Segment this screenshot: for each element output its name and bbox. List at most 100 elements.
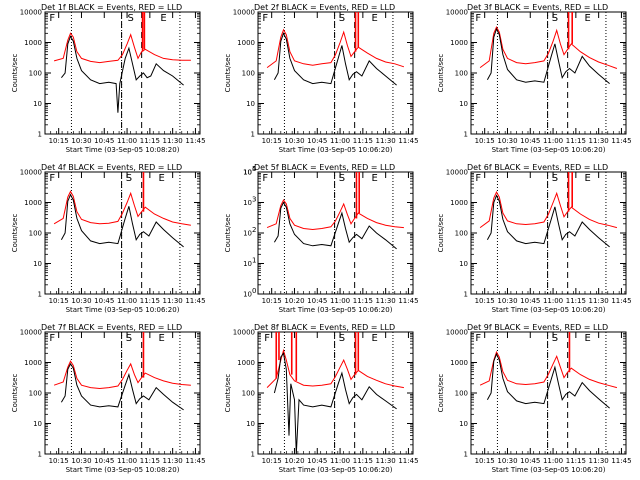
x-tick-label: 11:15 bbox=[566, 297, 586, 305]
panel-title: Det 3f BLACK = Events, RED = LLD bbox=[467, 3, 608, 12]
events-series-line bbox=[273, 201, 397, 250]
x-tick-label: 11:30 bbox=[163, 297, 183, 305]
y-axis-label: Counts/sec bbox=[437, 214, 445, 253]
x-tick-label: 11:45 bbox=[611, 297, 631, 305]
x-tick-label: 11:30 bbox=[163, 137, 183, 145]
y-tick-label: 1 bbox=[251, 131, 255, 139]
y-axis-label: Counts/sec bbox=[11, 374, 19, 413]
y-tick-label: 10000 bbox=[20, 169, 42, 177]
flag-marker-f: F bbox=[49, 173, 55, 184]
events-series-line bbox=[486, 27, 610, 84]
x-tick-label: 11:15 bbox=[566, 137, 586, 145]
x-tick-label: 11:30 bbox=[376, 457, 396, 465]
y-tick-exponent: 1 bbox=[252, 257, 256, 265]
flag-marker-f: F bbox=[262, 173, 268, 184]
y-axis-label: Counts/sec bbox=[224, 374, 232, 413]
x-tick-label: 11:15 bbox=[353, 297, 373, 305]
y-tick-label: 10000 bbox=[446, 169, 468, 177]
flag-marker-s: S bbox=[128, 13, 134, 24]
plot-frame bbox=[470, 331, 627, 455]
y-tick-exponent: 0 bbox=[252, 287, 256, 295]
x-tick-label: 10:45 bbox=[94, 297, 114, 305]
x-tick-label: 10:15 bbox=[49, 137, 69, 145]
flag-marker-f: F bbox=[49, 13, 55, 24]
x-tick-label: 11:15 bbox=[566, 457, 586, 465]
flag-marker-f: F bbox=[49, 333, 55, 344]
y-tick-label: 10 bbox=[243, 169, 252, 177]
y-tick-label: 10 bbox=[243, 199, 252, 207]
flag-marker-s: S bbox=[552, 173, 558, 184]
y-tick-exponent: 4 bbox=[252, 165, 257, 173]
x-tick-label: 10:30 bbox=[71, 137, 91, 145]
x-axis-label: Start Time (03-Sep-05 10:06:20) bbox=[279, 146, 393, 154]
flag-marker-f: F bbox=[264, 333, 270, 344]
panel-title: Det 5f BLACK = Events, RED = LLD bbox=[254, 163, 395, 172]
x-tick-label: 10:30 bbox=[284, 137, 304, 145]
events-series-line bbox=[60, 362, 184, 411]
x-tick-label: 10:15 bbox=[475, 297, 495, 305]
events-series-line bbox=[61, 35, 184, 113]
x-tick-label: 11:30 bbox=[589, 297, 609, 305]
x-tick-label: 11:00 bbox=[117, 137, 137, 145]
x-tick-label: 10:15 bbox=[49, 457, 69, 465]
x-tick-label: 10:20 bbox=[284, 457, 304, 465]
flag-marker-e: E bbox=[160, 13, 166, 24]
x-axis-label: Start Time (03-Sep-05 10:06:20) bbox=[279, 466, 393, 474]
flag-marker-s: S bbox=[339, 13, 345, 24]
y-tick-label: 10000 bbox=[20, 9, 42, 17]
x-tick-label: 11:15 bbox=[140, 137, 160, 145]
x-tick-label: 11:30 bbox=[589, 137, 609, 145]
x-axis-label: Start Time (03-Sep-05 10:06:20) bbox=[492, 146, 606, 154]
lld-series-line bbox=[53, 190, 191, 226]
flag-marker-e: E bbox=[372, 333, 378, 344]
y-tick-label: 100 bbox=[242, 390, 255, 398]
y-tick-label: 10000 bbox=[20, 329, 42, 337]
flag-marker-s: S bbox=[126, 173, 132, 184]
x-tick-label: 11:30 bbox=[376, 297, 396, 305]
y-tick-label: 100 bbox=[455, 70, 468, 78]
flag-marker-s: S bbox=[339, 173, 345, 184]
x-tick-label: 10:45 bbox=[94, 457, 114, 465]
panel-title: Det 6f BLACK = Events, RED = LLD bbox=[467, 163, 608, 172]
y-tick-exponent: 5 bbox=[252, 165, 256, 173]
y-tick-label: 1 bbox=[464, 451, 468, 459]
x-tick-label: 10:15 bbox=[262, 457, 282, 465]
flag-marker-e: E bbox=[159, 173, 165, 184]
y-tick-label: 10 bbox=[243, 169, 252, 177]
lld-series-line bbox=[266, 348, 404, 389]
x-tick-label: 11:45 bbox=[611, 137, 631, 145]
flag-marker-e: E bbox=[585, 173, 591, 184]
y-tick-label: 1000 bbox=[450, 359, 468, 367]
y-tick-label: 10 bbox=[246, 100, 255, 108]
x-tick-label: 10:45 bbox=[307, 457, 327, 465]
x-tick-label: 11:15 bbox=[353, 137, 373, 145]
flag-marker-s: S bbox=[126, 333, 132, 344]
y-tick-label: 1000 bbox=[237, 359, 255, 367]
flag-marker-f: F bbox=[262, 13, 268, 24]
y-tick-label: 1000 bbox=[450, 39, 468, 47]
y-tick-label: 100 bbox=[29, 390, 42, 398]
y-axis-label: Counts/sec bbox=[224, 54, 232, 93]
x-tick-label: 11:45 bbox=[398, 137, 418, 145]
y-axis-label: Counts/sec bbox=[224, 214, 232, 253]
y-tick-label: 10000 bbox=[233, 329, 255, 337]
y-tick-label: 10 bbox=[459, 100, 468, 108]
flag-marker-f: F bbox=[475, 333, 481, 344]
x-tick-label: 11:15 bbox=[140, 457, 160, 465]
x-axis-label: Start Time (03-Sep-05 10:06:20) bbox=[492, 306, 606, 314]
flag-marker-e: E bbox=[372, 13, 378, 24]
x-axis-label: Start Time (03-Sep-05 10:08:20) bbox=[66, 146, 180, 154]
x-tick-label: 11:30 bbox=[376, 137, 396, 145]
y-tick-label: 10 bbox=[243, 260, 252, 268]
y-tick-label: 1 bbox=[464, 131, 468, 139]
y-tick-label: 1 bbox=[251, 451, 255, 459]
x-tick-label: 11:15 bbox=[140, 297, 160, 305]
lld-series-line bbox=[53, 32, 191, 64]
flag-marker-s: S bbox=[339, 333, 345, 344]
